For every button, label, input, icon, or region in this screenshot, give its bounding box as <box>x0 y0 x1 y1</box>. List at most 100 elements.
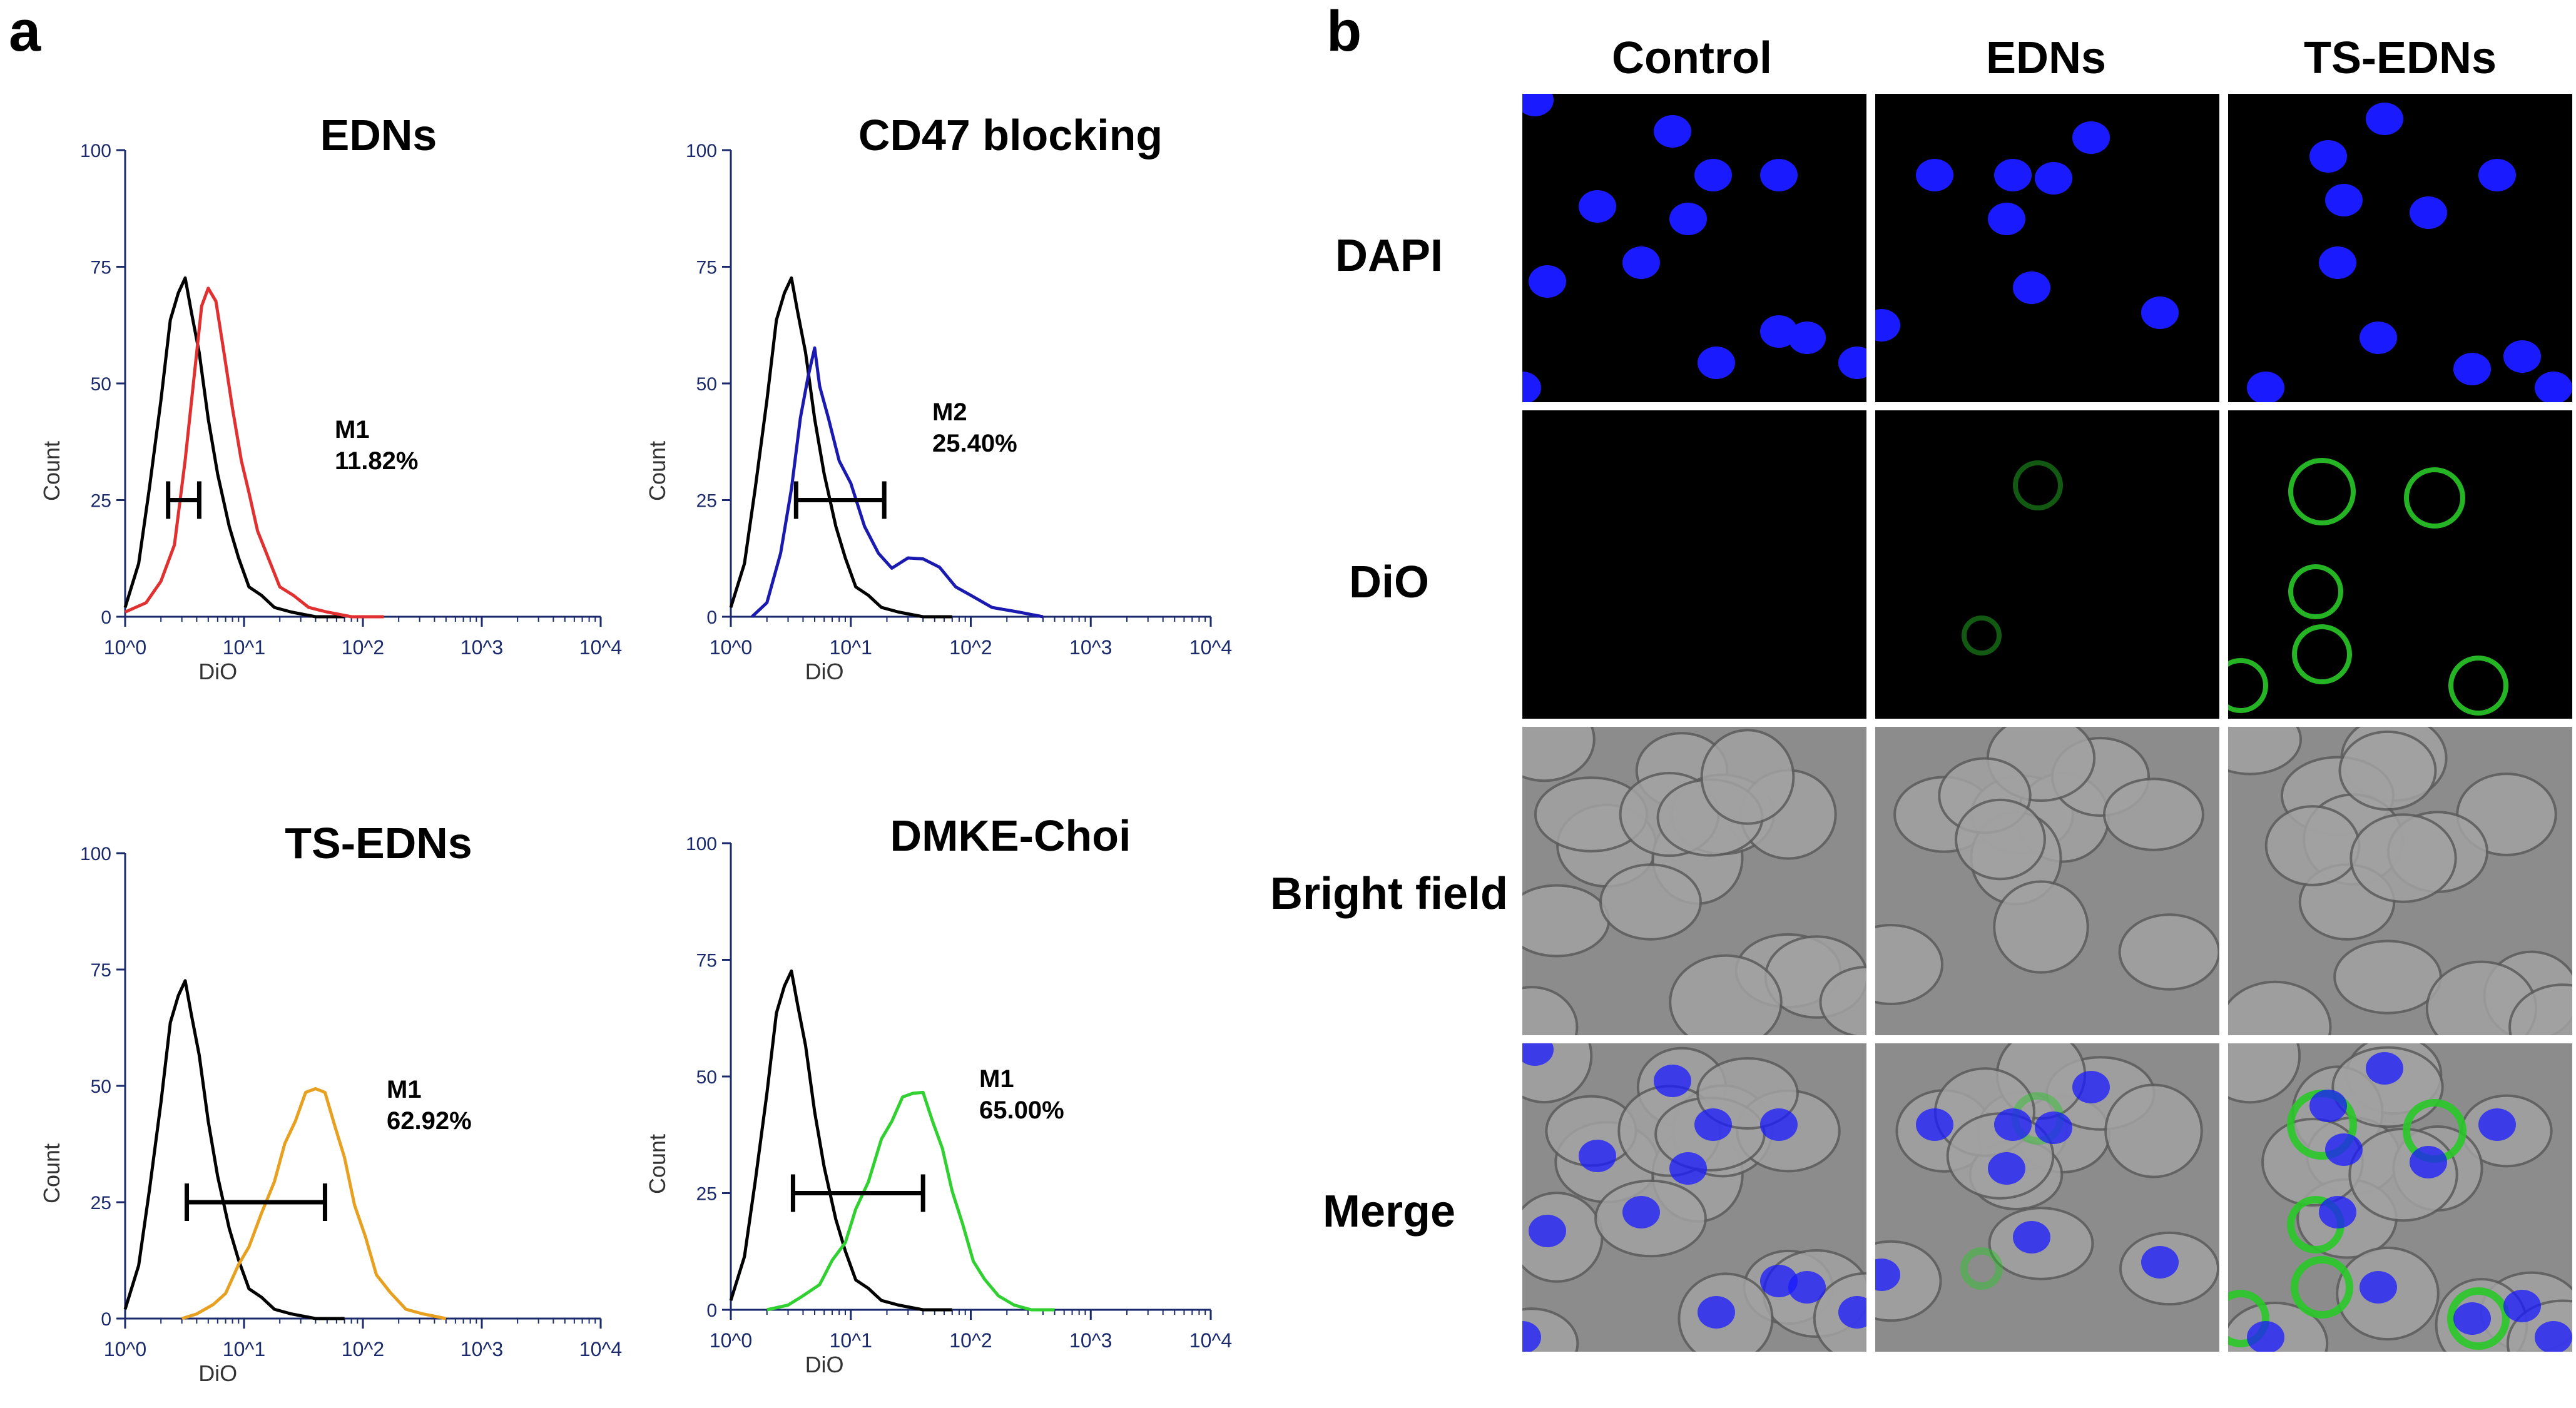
row-label-dapi: DAPI <box>1335 231 1443 281</box>
y-axis-label: Count <box>644 1134 670 1194</box>
chart-title: EDNs <box>320 111 437 160</box>
y-tick-label: 50 <box>91 374 111 395</box>
y-tick-label: 50 <box>696 1067 717 1088</box>
cell-outline <box>2118 913 2219 991</box>
nucleus <box>1994 1108 2032 1141</box>
histogram-4: DMKE-Choi 0 25 50 75 100 10^0 10^1 10^2 10^3 10^4 C… <box>644 811 1232 1377</box>
x-tick-label: 10^2 <box>949 1329 992 1352</box>
histogram-1: EDNs 0 25 50 75 100 10^0 10^1 10^2 10^3 10^4 Count D… <box>39 111 622 684</box>
series-line-1 <box>123 979 345 1320</box>
nucleus <box>1579 1140 1616 1172</box>
nucleus <box>2410 1146 2447 1178</box>
micrograph-image <box>1875 410 2219 719</box>
nucleus <box>2478 159 2516 191</box>
series-line-1 <box>729 969 952 1312</box>
x-axis-label: DiO <box>805 659 844 684</box>
series-line-1 <box>123 276 345 619</box>
micrograph-bright-field-ts-edns <box>2228 727 2572 1035</box>
cell-outline <box>2508 983 2572 1035</box>
nucleus <box>2035 162 2072 195</box>
nucleus <box>2325 184 2363 216</box>
x-axis-label: DiO <box>198 659 237 684</box>
nucleus <box>1875 1259 1900 1291</box>
nucleus <box>1622 246 1660 279</box>
y-tick-label: 100 <box>80 844 111 864</box>
nucleus <box>2325 1133 2363 1166</box>
y-tick-label: 25 <box>696 1184 717 1205</box>
cell-outline <box>1522 884 1611 958</box>
x-tick-label: 10^1 <box>830 1329 872 1352</box>
nucleus <box>2453 1302 2491 1335</box>
row-label-merge: Merge <box>1322 1187 1456 1237</box>
tile-background <box>1522 410 1866 719</box>
x-tick-label: 10^0 <box>710 636 752 659</box>
cell-outline <box>2104 1083 2203 1178</box>
nucleus <box>1694 1108 1732 1141</box>
tile-background <box>1875 410 2219 719</box>
nucleus <box>2478 1108 2516 1141</box>
dio-membrane <box>1962 615 2002 656</box>
micrograph-image <box>1522 1043 1866 1352</box>
micrograph-dio-edns <box>1875 410 2219 719</box>
nucleus <box>1522 1043 1554 1066</box>
dio-membrane <box>1960 1247 2003 1290</box>
micrograph-merge-edns <box>1875 1043 2219 1352</box>
nucleus <box>2247 372 2284 402</box>
y-tick-label: 75 <box>91 960 111 981</box>
y-tick-label: 100 <box>686 141 717 161</box>
x-tick-label: 10^0 <box>104 1338 146 1360</box>
y-tick-label: 0 <box>101 1309 111 1330</box>
nucleus <box>2503 1290 2541 1322</box>
x-tick-label: 10^4 <box>579 636 622 659</box>
column-label-ts-edns: TS-EDNs <box>2303 33 2497 83</box>
nucleus <box>2366 103 2403 135</box>
series-line-1 <box>729 276 952 619</box>
x-tick-label: 10^2 <box>342 1338 384 1360</box>
dio-membrane <box>2292 624 2352 684</box>
nucleus <box>2319 1196 2356 1228</box>
nucleus <box>1579 190 1616 223</box>
nucleus <box>1838 347 1866 379</box>
y-axis-label: Count <box>39 1143 64 1203</box>
cell-outline <box>1819 966 1866 1035</box>
nucleus <box>2535 372 2572 402</box>
cell-outline <box>1599 863 1702 941</box>
micrograph-image <box>1875 1043 2219 1352</box>
dio-membrane <box>2447 1287 2510 1350</box>
chart-title: DMKE-Choi <box>890 811 1131 860</box>
series-line-2 <box>181 1087 447 1320</box>
cell-outline <box>2228 1043 2301 1104</box>
cell-outline <box>1522 727 1596 783</box>
panel-a-letter: a <box>9 0 41 63</box>
micrograph-image <box>1875 727 2219 1035</box>
nucleus <box>2319 246 2356 279</box>
nucleus <box>2535 1321 2572 1352</box>
gate-label: M1 <box>335 416 370 443</box>
nucleus <box>2247 1321 2284 1352</box>
histogram-3: TS-EDNs 0 25 50 75 100 10^0 10^1 10^2 10^3 10^4 Cou… <box>39 819 622 1386</box>
gate-percentage: 65.00% <box>979 1097 1064 1124</box>
y-tick-label: 0 <box>706 1300 717 1321</box>
nucleus <box>1522 372 1541 402</box>
cell-outline <box>1875 923 1944 1006</box>
gate-label: M2 <box>932 398 967 426</box>
nucleus <box>2072 121 2110 154</box>
dio-membrane <box>2448 656 2508 716</box>
x-tick-label: 10^3 <box>1069 1329 1112 1352</box>
chart-title: TS-EDNs <box>285 819 472 868</box>
cell-outline <box>1993 880 2089 974</box>
micrograph-dio-control <box>1522 410 1866 719</box>
row-label-bright-field: Bright field <box>1270 869 1508 919</box>
nucleus <box>1875 309 1900 342</box>
cell-outline <box>1669 954 1783 1035</box>
nucleus <box>1622 1196 1660 1228</box>
nucleus <box>1698 1296 1735 1329</box>
x-tick-label: 10^0 <box>710 1329 752 1352</box>
x-tick-label: 10^2 <box>949 636 992 659</box>
flow-cytometry-histograms: EDNs 0 25 50 75 100 10^0 10^1 10^2 10^3 10^4 Count D… <box>39 111 1232 1386</box>
nucleus <box>2360 322 2397 354</box>
tile-background <box>1875 94 2219 402</box>
y-tick-label: 25 <box>91 1193 111 1213</box>
nucleus <box>1760 159 1798 191</box>
micrograph-merge-control <box>1522 1043 1866 1352</box>
